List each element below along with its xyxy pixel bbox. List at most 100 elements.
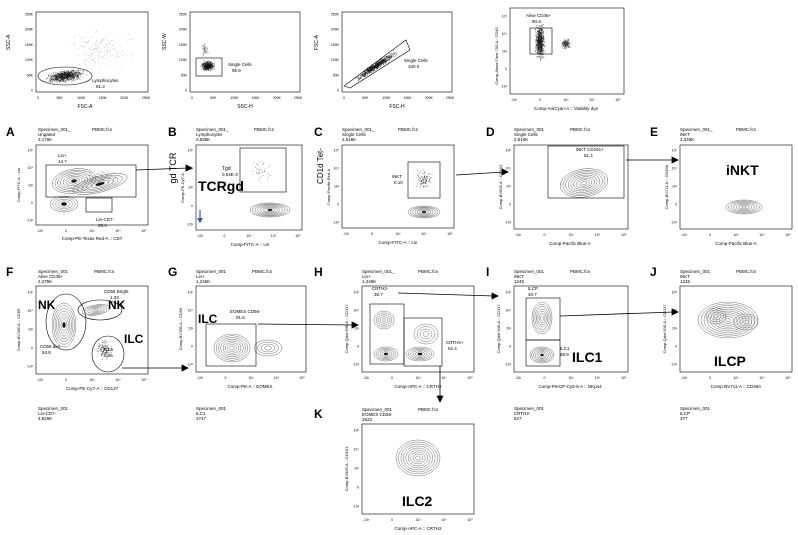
event-dot — [100, 66, 101, 68]
event-dot — [360, 77, 361, 79]
event-dot — [540, 43, 542, 45]
event-dot — [539, 35, 540, 36]
event-dot — [422, 182, 424, 184]
gate-name: Tgd — [222, 166, 231, 172]
event-dot — [538, 32, 540, 33]
event-dot — [62, 77, 63, 79]
event-dot — [539, 54, 541, 56]
event-dot — [74, 78, 76, 79]
event-dot — [72, 73, 73, 74]
event-dot — [430, 177, 431, 179]
event-dot — [63, 80, 65, 82]
contour-ring — [706, 307, 750, 333]
event-dot — [369, 70, 371, 72]
event-dot — [90, 60, 92, 61]
y-tick-label: 10³ — [672, 185, 678, 189]
event-dot — [82, 185, 83, 187]
event-dot — [78, 179, 79, 180]
x-tick-label: -10³ — [37, 378, 44, 382]
contour-ring — [562, 170, 606, 196]
event-dot — [55, 75, 56, 77]
event-dot — [71, 71, 73, 73]
event-dot — [385, 57, 387, 59]
event-dot — [387, 59, 388, 61]
event-dot — [564, 41, 566, 42]
event-dot — [98, 60, 99, 62]
x-tick-label: 200K — [273, 96, 282, 100]
event-dot — [385, 57, 386, 59]
event-dot — [97, 45, 99, 46]
event-dot — [358, 80, 359, 82]
event-dot — [538, 46, 539, 48]
event-dot — [74, 73, 76, 75]
event-dot — [390, 56, 391, 58]
gate-name: CRTH2- — [372, 286, 389, 291]
y-axis-label: Comp-BV605-A :: CD161 — [498, 164, 503, 209]
contour-ring — [254, 204, 286, 216]
event-dot — [542, 29, 543, 30]
contour-ring — [257, 205, 283, 215]
panel-letter: H — [314, 265, 323, 279]
event-cloud — [45, 29, 134, 84]
y-axis-label: Comp-Pacific Red-A — [326, 169, 331, 206]
event-dot — [539, 46, 540, 48]
event-dot — [94, 57, 95, 59]
event-dot — [421, 176, 423, 178]
event-dot — [97, 178, 98, 179]
panel-letter: E — [650, 125, 658, 139]
event-dot — [372, 64, 374, 66]
contour-ring — [56, 311, 72, 339]
event-dot — [420, 181, 422, 183]
event-dot — [205, 67, 207, 69]
event-dot — [261, 160, 263, 162]
event-dot — [130, 53, 132, 55]
eomes-cd56-gate — [205, 323, 257, 367]
event-dot — [108, 179, 109, 181]
event-dot — [379, 62, 381, 64]
event-dot — [203, 47, 205, 49]
event-dot — [101, 58, 102, 59]
event-dot — [122, 55, 123, 56]
event-dot — [381, 64, 383, 66]
event-dot — [51, 80, 53, 82]
event-dot — [377, 63, 378, 65]
x-tick-label: 0 — [191, 96, 193, 100]
contour-ring — [540, 315, 544, 321]
event-dot — [267, 166, 269, 168]
event-dot — [102, 341, 104, 342]
event-dot — [202, 67, 203, 69]
event-dot — [62, 76, 64, 78]
event-dot — [91, 53, 93, 54]
event-dot — [207, 48, 208, 49]
event-dot — [259, 172, 260, 173]
event-dot — [96, 174, 97, 175]
event-dot — [369, 71, 370, 73]
event-dot — [202, 53, 204, 54]
event-dot — [53, 79, 54, 80]
event-dot — [102, 351, 103, 353]
event-dot — [99, 344, 101, 346]
event-dot — [84, 64, 86, 65]
event-dot — [65, 79, 67, 81]
x-axis-label: FSC-H — [389, 104, 405, 110]
contour-ring — [724, 318, 732, 322]
event-dot — [49, 78, 51, 80]
x-axis-label: Comp-FITC-A :: Lin — [379, 240, 418, 245]
event-dot — [202, 65, 204, 66]
event-dot — [52, 75, 53, 77]
event-dot — [537, 31, 538, 32]
event-dot — [211, 61, 213, 63]
event-dot — [65, 75, 67, 76]
event-dot — [540, 34, 542, 36]
event-dot — [378, 62, 379, 63]
event-dot — [566, 42, 568, 44]
event-dot — [68, 75, 70, 77]
event-dot — [536, 48, 538, 50]
population-name: EOMES CD56- — [362, 412, 393, 417]
event-dot — [102, 45, 104, 47]
contour-ring — [375, 312, 393, 328]
event-dot — [260, 169, 261, 170]
event-dot — [85, 49, 86, 51]
event-dot — [371, 67, 373, 69]
event-dot — [567, 40, 568, 42]
